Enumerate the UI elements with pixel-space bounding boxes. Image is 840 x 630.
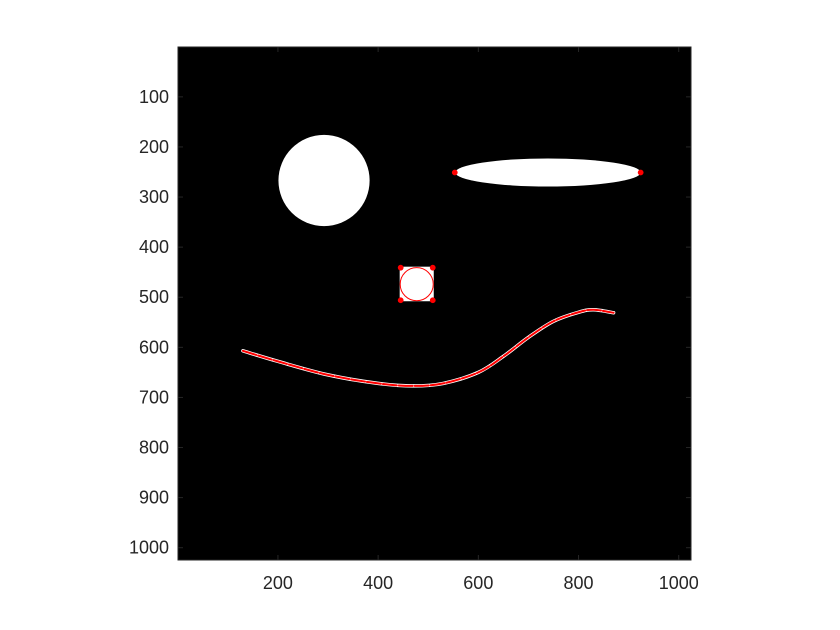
white-ellipse <box>455 158 641 187</box>
red-marker <box>429 297 436 304</box>
plot-area <box>178 47 691 560</box>
y-tick-label: 100 <box>139 87 169 107</box>
x-axis: 200 400 600 800 1000 <box>263 47 699 593</box>
red-marker <box>429 264 436 271</box>
x-tick-label: 400 <box>363 573 393 593</box>
y-tick-label: 500 <box>139 287 169 307</box>
x-tick-label: 800 <box>564 573 594 593</box>
x-tick-label: 200 <box>263 573 293 593</box>
y-axis: 100 200 300 400 500 600 700 800 900 1000 <box>129 87 691 558</box>
y-tick-label: 600 <box>139 337 169 357</box>
y-tick-label: 800 <box>139 438 169 458</box>
red-fitted-circle <box>399 267 434 302</box>
red-marker <box>637 169 644 176</box>
y-tick-label: 1000 <box>129 538 169 558</box>
red-marker <box>451 169 458 176</box>
annotations <box>241 169 644 387</box>
y-tick-label: 700 <box>139 387 169 407</box>
axes-box <box>177 46 692 561</box>
y-tick-label: 900 <box>139 488 169 508</box>
image-shapes <box>241 134 641 388</box>
x-tick-label: 1000 <box>659 573 699 593</box>
red-curve-trace <box>241 308 615 387</box>
red-marker <box>397 297 404 304</box>
y-tick-label: 300 <box>139 187 169 207</box>
y-tick-label: 400 <box>139 237 169 257</box>
x-tick-label: 600 <box>463 573 493 593</box>
y-tick-label: 200 <box>139 137 169 157</box>
white-disk <box>278 134 370 227</box>
red-marker <box>397 264 404 271</box>
